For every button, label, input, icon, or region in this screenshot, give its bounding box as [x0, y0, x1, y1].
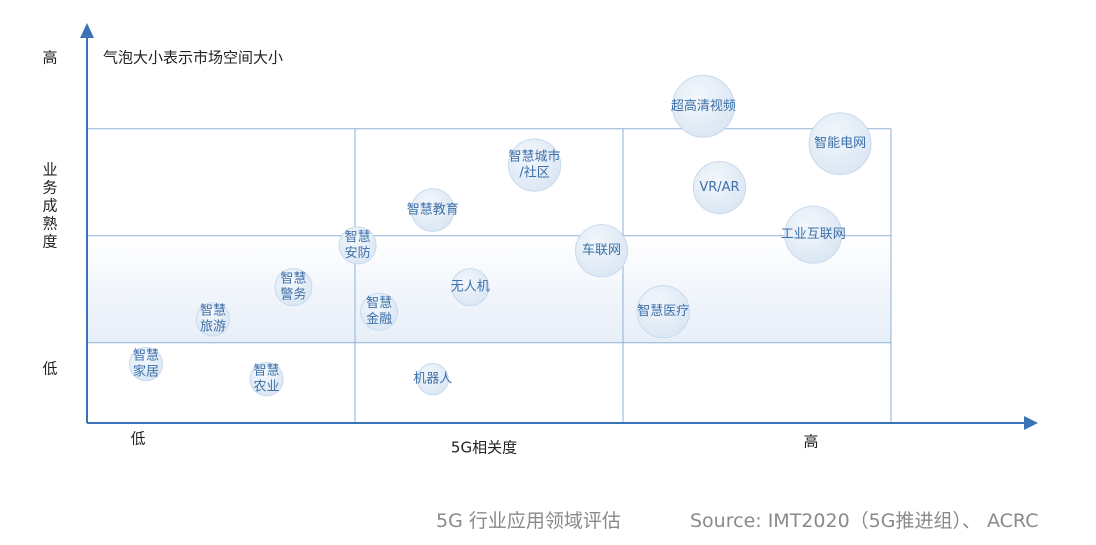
bubble-label: 智慧城市 [509, 149, 561, 165]
bubble [507, 138, 562, 192]
bubble-label: 智慧 [280, 271, 306, 287]
y-low-label: 低 [42, 360, 57, 378]
bubble [574, 224, 629, 278]
bubble [692, 160, 747, 215]
bubble [410, 188, 455, 232]
bubble-label: 智慧 [133, 348, 159, 364]
bubble [274, 268, 313, 307]
bubble-label: 旅游 [200, 320, 226, 335]
bubble-label: 智慧教育 [407, 202, 459, 218]
bubble-label: 安防 [345, 245, 371, 261]
y-axis-label-char: 度 [42, 233, 57, 251]
bubble-label: 智慧 [254, 363, 280, 379]
y-axis-label-char: 成 [42, 197, 57, 215]
bubble-label: 智慧 [200, 303, 226, 319]
bubble-label: /社区 [519, 165, 549, 181]
bubble-label: 智慧 [366, 295, 392, 311]
bubble [416, 362, 449, 396]
bubble [672, 74, 735, 138]
bubble-label: 工业互联网 [781, 227, 846, 242]
footer-source: Source: IMT2020（5G推进组）、 ACRC [690, 510, 1039, 532]
bubble-label: 智慧 [345, 229, 371, 245]
bubble-label: 警务 [280, 287, 306, 303]
bubble [808, 112, 872, 176]
bubble [249, 362, 284, 397]
bubble [360, 292, 399, 331]
x-axis-label: 5G相关度 [451, 439, 517, 457]
bubble [195, 302, 231, 337]
bubble-label: 机器人 [413, 372, 452, 387]
y-axis-arrow-icon [80, 23, 94, 38]
x-high-label: 高 [803, 433, 818, 451]
bubble [128, 347, 164, 382]
x-low-label: 低 [130, 430, 145, 448]
y-high-label: 高 [42, 49, 57, 67]
bubble [451, 268, 490, 307]
bubble-label: 车联网 [582, 242, 621, 258]
y-axis-label-char: 业 [42, 161, 57, 179]
y-axis-label-char: 务 [42, 179, 57, 197]
bubble-label: 农业 [254, 380, 280, 395]
bubble-label: 金融 [366, 311, 392, 327]
bubble-label: VR/AR [699, 180, 739, 195]
x-axis-arrow-icon [1024, 416, 1038, 430]
chart-title: 气泡大小表示市场空间大小 [103, 49, 283, 67]
bubble-label: 无人机 [451, 280, 490, 295]
bubble [636, 285, 690, 339]
footer-caption: 5G 行业应用领域评估 [436, 510, 621, 532]
bubble-label: 智能电网 [814, 136, 866, 151]
bubble-label: 家居 [133, 364, 159, 380]
bubble-label: 超高清视频 [671, 98, 736, 114]
bubble [784, 205, 843, 264]
bubble-label: 智慧医疗 [637, 303, 689, 319]
y-axis-label-char: 熟 [42, 215, 57, 233]
bubble [338, 226, 377, 265]
